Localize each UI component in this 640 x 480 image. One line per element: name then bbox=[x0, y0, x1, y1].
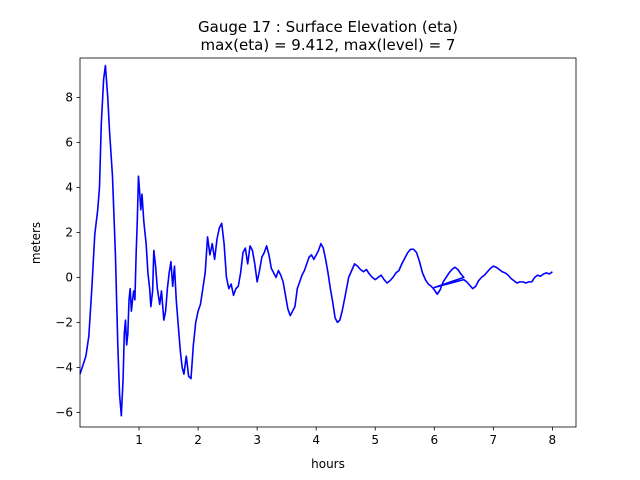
x-tick-label: 4 bbox=[312, 433, 320, 447]
x-tick-label: 6 bbox=[430, 433, 438, 447]
y-tick-label: 2 bbox=[65, 225, 73, 239]
series-line-eta bbox=[79, 64, 553, 417]
x-axis-label: hours bbox=[311, 457, 345, 471]
chart-subtitle: max(eta) = 9.412, max(level) = 7 bbox=[201, 36, 456, 54]
y-tick-label: 0 bbox=[65, 270, 73, 284]
x-tick-label: 3 bbox=[253, 433, 261, 447]
x-tick-label: 5 bbox=[371, 433, 379, 447]
plot-area: 1 2 3 4 5 6 7 8 −6 −4 −2 0 2 4 6 8 bbox=[55, 57, 577, 447]
x-tick-label: 2 bbox=[194, 433, 202, 447]
y-tick-label: −6 bbox=[55, 405, 73, 419]
x-tick-label: 8 bbox=[549, 433, 557, 447]
plot-frame bbox=[79, 57, 577, 428]
y-tick-label: −2 bbox=[55, 315, 73, 329]
y-axis-label: meters bbox=[29, 222, 43, 264]
x-tick-label: 1 bbox=[135, 433, 143, 447]
y-tick-label: 4 bbox=[65, 180, 73, 194]
y-tick-label: 6 bbox=[65, 135, 73, 149]
y-tick-label: −4 bbox=[55, 360, 73, 374]
x-tick-label: 7 bbox=[490, 433, 498, 447]
y-tick-label: 8 bbox=[65, 90, 73, 104]
chart-title: Gauge 17 : Surface Elevation (eta) bbox=[198, 18, 458, 36]
